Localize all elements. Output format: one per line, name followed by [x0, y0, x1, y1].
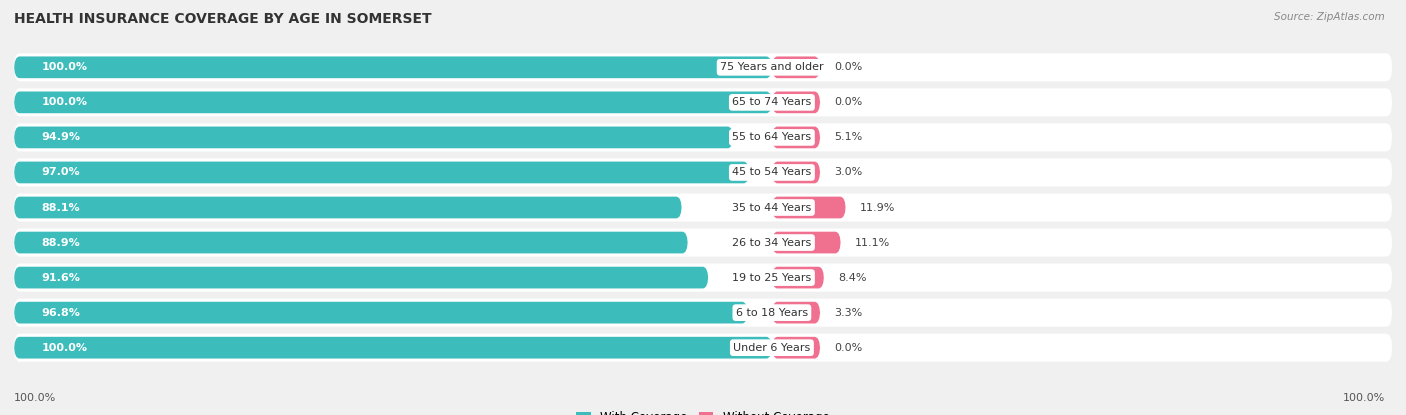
Text: 97.0%: 97.0% [42, 168, 80, 178]
Text: 11.1%: 11.1% [855, 237, 890, 247]
FancyBboxPatch shape [772, 91, 820, 113]
Text: 100.0%: 100.0% [42, 98, 87, 107]
Text: 26 to 34 Years: 26 to 34 Years [733, 237, 811, 247]
FancyBboxPatch shape [772, 267, 824, 288]
FancyBboxPatch shape [14, 264, 1392, 292]
Text: 3.0%: 3.0% [834, 168, 862, 178]
Text: 94.9%: 94.9% [42, 132, 80, 142]
Text: HEALTH INSURANCE COVERAGE BY AGE IN SOMERSET: HEALTH INSURANCE COVERAGE BY AGE IN SOME… [14, 12, 432, 27]
FancyBboxPatch shape [14, 197, 682, 218]
FancyBboxPatch shape [14, 337, 772, 359]
FancyBboxPatch shape [14, 53, 1392, 81]
FancyBboxPatch shape [14, 91, 772, 113]
Text: 45 to 54 Years: 45 to 54 Years [733, 168, 811, 178]
FancyBboxPatch shape [14, 232, 688, 254]
FancyBboxPatch shape [14, 159, 1392, 186]
Text: Under 6 Years: Under 6 Years [734, 343, 810, 353]
FancyBboxPatch shape [14, 267, 709, 288]
FancyBboxPatch shape [14, 127, 734, 148]
FancyBboxPatch shape [14, 299, 1392, 327]
Text: Source: ZipAtlas.com: Source: ZipAtlas.com [1274, 12, 1385, 22]
Text: 100.0%: 100.0% [14, 393, 56, 403]
FancyBboxPatch shape [772, 161, 820, 183]
Text: 65 to 74 Years: 65 to 74 Years [733, 98, 811, 107]
Text: 96.8%: 96.8% [42, 308, 80, 317]
FancyBboxPatch shape [14, 229, 1392, 256]
FancyBboxPatch shape [14, 56, 772, 78]
FancyBboxPatch shape [14, 161, 749, 183]
Text: 3.3%: 3.3% [834, 308, 862, 317]
Text: 0.0%: 0.0% [834, 98, 862, 107]
FancyBboxPatch shape [14, 193, 1392, 222]
Text: 6 to 18 Years: 6 to 18 Years [735, 308, 808, 317]
FancyBboxPatch shape [14, 123, 1392, 151]
Text: 8.4%: 8.4% [838, 273, 866, 283]
Text: 100.0%: 100.0% [42, 62, 87, 72]
Text: 55 to 64 Years: 55 to 64 Years [733, 132, 811, 142]
Text: 88.9%: 88.9% [42, 237, 80, 247]
Legend: With Coverage, Without Coverage: With Coverage, Without Coverage [572, 406, 834, 415]
FancyBboxPatch shape [772, 56, 820, 78]
FancyBboxPatch shape [772, 337, 820, 359]
Text: 100.0%: 100.0% [1343, 393, 1385, 403]
Text: 100.0%: 100.0% [42, 343, 87, 353]
Text: 0.0%: 0.0% [834, 343, 862, 353]
FancyBboxPatch shape [14, 302, 748, 324]
FancyBboxPatch shape [772, 127, 820, 148]
FancyBboxPatch shape [772, 232, 841, 254]
FancyBboxPatch shape [14, 334, 1392, 362]
Text: 35 to 44 Years: 35 to 44 Years [733, 203, 811, 212]
Text: 0.0%: 0.0% [834, 62, 862, 72]
Text: 88.1%: 88.1% [42, 203, 80, 212]
FancyBboxPatch shape [772, 197, 845, 218]
Text: 11.9%: 11.9% [859, 203, 894, 212]
Text: 19 to 25 Years: 19 to 25 Years [733, 273, 811, 283]
Text: 91.6%: 91.6% [42, 273, 80, 283]
FancyBboxPatch shape [14, 88, 1392, 116]
Text: 75 Years and older: 75 Years and older [720, 62, 824, 72]
FancyBboxPatch shape [772, 302, 820, 324]
Text: 5.1%: 5.1% [834, 132, 862, 142]
